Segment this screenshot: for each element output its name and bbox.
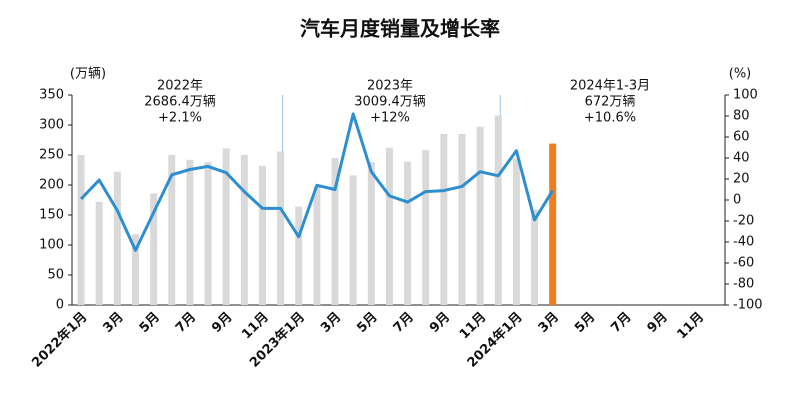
bar bbox=[240, 155, 248, 305]
annotation: 2022年 bbox=[157, 79, 203, 94]
bar bbox=[385, 147, 393, 305]
y2-tick-label: -100 bbox=[733, 298, 763, 313]
y-tick-label: 0 bbox=[56, 298, 64, 313]
bar bbox=[531, 209, 539, 305]
x-tick-label: 2022年1月 bbox=[29, 309, 91, 371]
x-tick-label: 7月 bbox=[608, 310, 634, 336]
annotation: +12% bbox=[370, 111, 410, 126]
y-tick-label: 200 bbox=[39, 178, 64, 193]
annotation: 672万辆 bbox=[585, 95, 636, 110]
bar bbox=[131, 234, 139, 305]
bar bbox=[204, 162, 212, 305]
bar bbox=[77, 155, 85, 305]
bar bbox=[440, 134, 448, 305]
y2-tick-label: -40 bbox=[733, 235, 754, 250]
bar bbox=[295, 206, 303, 305]
growth-line bbox=[80, 112, 554, 252]
bar bbox=[512, 158, 520, 305]
y2-tick-label: 80 bbox=[733, 109, 750, 124]
y2-tick-label: 40 bbox=[733, 151, 750, 166]
annotation: 2024年1-3月 bbox=[570, 79, 650, 94]
y-tick-label: 100 bbox=[39, 238, 64, 253]
x-tick-label: 5月 bbox=[572, 310, 598, 336]
bar bbox=[331, 158, 339, 305]
x-tick-label: 11月 bbox=[457, 310, 490, 343]
bar bbox=[113, 171, 121, 305]
x-tick-label: 3月 bbox=[100, 310, 126, 336]
bar bbox=[222, 148, 230, 305]
y-tick-label: 250 bbox=[39, 148, 64, 163]
chart-title: 汽车月度销量及增长率 bbox=[300, 17, 500, 41]
bar bbox=[95, 201, 103, 305]
bar bbox=[494, 115, 502, 306]
bar bbox=[349, 175, 357, 305]
y2-axis-label: (%) bbox=[729, 67, 752, 82]
x-tick-label: 3月 bbox=[536, 310, 562, 336]
y2-tick-label: 20 bbox=[733, 172, 750, 187]
bar bbox=[168, 155, 176, 305]
x-tick-label: 9月 bbox=[427, 310, 453, 336]
bar bbox=[422, 150, 430, 305]
x-tick-label: 5月 bbox=[137, 310, 163, 336]
x-tick-label: 9月 bbox=[645, 310, 671, 336]
annotation: 3009.4万辆 bbox=[354, 95, 426, 110]
bar bbox=[313, 186, 321, 305]
x-tick-label: 11月 bbox=[675, 310, 708, 343]
bar bbox=[458, 134, 466, 305]
y-tick-label: 150 bbox=[39, 208, 64, 223]
y2-tick-label: 60 bbox=[733, 130, 750, 145]
y2-tick-label: -60 bbox=[733, 256, 754, 271]
bar bbox=[258, 165, 266, 305]
annotation: 2686.4万辆 bbox=[144, 95, 216, 110]
x-tick-label: 11月 bbox=[239, 310, 272, 343]
x-tick-label: 5月 bbox=[354, 310, 380, 336]
x-tick-label: 9月 bbox=[209, 310, 235, 336]
y-axis-label: (万辆) bbox=[70, 67, 106, 82]
x-tick-label: 7月 bbox=[173, 310, 199, 336]
y2-tick-label: -80 bbox=[733, 277, 754, 292]
bar bbox=[186, 159, 194, 305]
x-tick-label: 7月 bbox=[391, 310, 417, 336]
y2-tick-label: 100 bbox=[733, 88, 758, 103]
y2-tick-label: -20 bbox=[733, 214, 754, 229]
y-tick-label: 300 bbox=[39, 118, 64, 133]
bar bbox=[404, 161, 412, 305]
annotation: +2.1% bbox=[158, 111, 202, 126]
bar bbox=[367, 162, 375, 305]
annotation: +10.6% bbox=[584, 111, 636, 126]
bar bbox=[476, 126, 484, 305]
bar bbox=[277, 151, 285, 305]
bar bbox=[150, 193, 158, 305]
y2-tick-label: 0 bbox=[733, 193, 741, 208]
y-tick-label: 350 bbox=[39, 88, 64, 103]
annotation: 2023年 bbox=[367, 79, 413, 94]
y-tick-label: 50 bbox=[47, 268, 64, 283]
x-tick-label: 3月 bbox=[318, 310, 344, 336]
bar bbox=[549, 143, 557, 305]
